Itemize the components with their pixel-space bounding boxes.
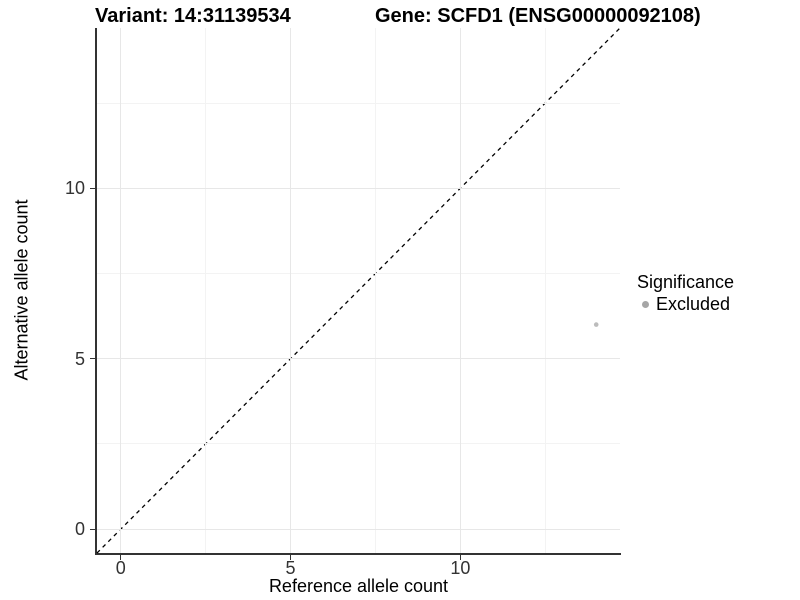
data-point-excluded — [593, 322, 599, 327]
x-axis-tick-label: 10 — [450, 558, 471, 578]
chart-canvas — [96, 27, 621, 554]
legend-key-dot-icon — [642, 300, 649, 308]
gridline-y-minor — [97, 443, 620, 445]
gridline-y-major — [97, 528, 620, 530]
x-axis-tick-label: 0 — [115, 558, 126, 578]
plot-panel: 0 5 10 0 5 10 — [65, 27, 621, 578]
y-axis-line — [95, 28, 97, 555]
x-axis-tick — [120, 555, 122, 560]
gridline-x-major — [290, 28, 292, 553]
gridline-x-major — [120, 28, 122, 553]
x-axis-line — [95, 553, 621, 555]
legend-title: Significance — [637, 272, 735, 292]
gridline-y-major — [97, 187, 620, 189]
x-axis-tick-label: 5 — [285, 558, 296, 578]
x-axis-tick — [459, 555, 461, 560]
legend-item-excluded: Excluded — [637, 293, 734, 315]
gridline-x-minor — [544, 28, 546, 553]
x-axis-tick — [290, 555, 292, 560]
gridline-y-minor — [97, 272, 620, 274]
x-axis-title: Reference allele count — [268, 576, 449, 596]
gridline-y-major — [97, 358, 620, 360]
plot-title-variant: Variant: 14:31139534 — [95, 5, 291, 27]
y-axis-tick — [90, 528, 95, 530]
gridline-y-minor — [97, 102, 620, 104]
plot-title-gene: Gene: SCFD1 (ENSG00000092108) — [375, 5, 701, 27]
y-axis-title: Alternative allele count — [11, 199, 32, 381]
y-axis-tick-label: 0 — [74, 519, 85, 540]
gridline-x-minor — [374, 28, 376, 553]
y-axis-tick-label: 10 — [64, 178, 85, 199]
y-axis-tick — [90, 187, 95, 189]
y-axis-tick-label: 5 — [74, 348, 85, 369]
gridline-x-minor — [205, 28, 207, 553]
legend: Significance Excluded — [637, 271, 734, 315]
legend-item-label: Excluded — [656, 294, 731, 314]
gridline-x-major — [459, 28, 461, 553]
identity-reference-line — [96, 27, 621, 554]
y-axis-tick — [90, 358, 95, 360]
